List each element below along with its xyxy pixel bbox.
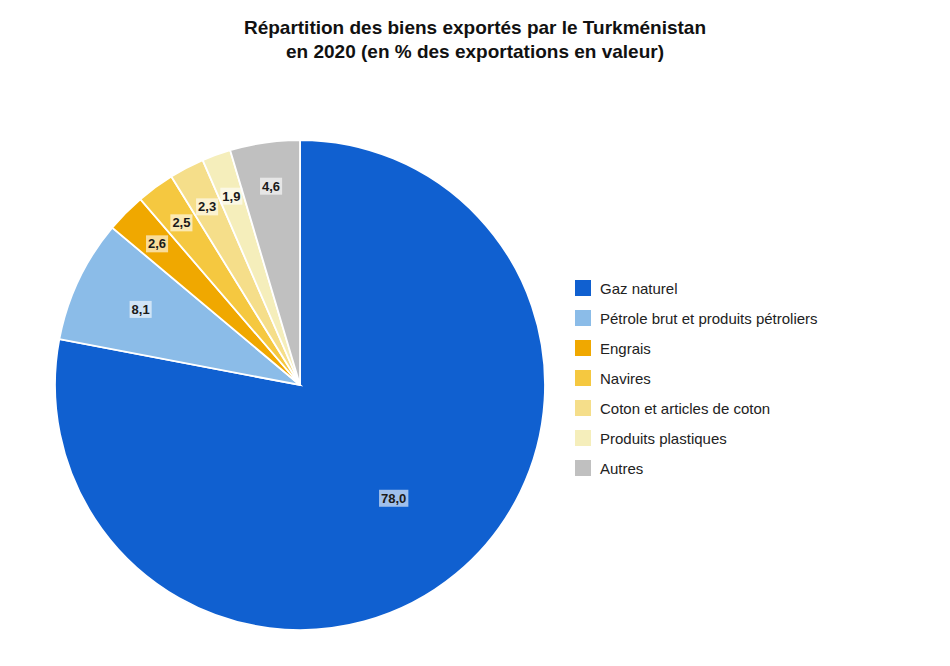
chart-root: Répartition des biens exportés par le Tu…	[0, 0, 950, 666]
data-label-group: 8,1	[130, 301, 152, 318]
legend-item: Coton et articles de coton	[575, 400, 770, 417]
data-label-background	[130, 301, 152, 318]
legend: Gaz naturel Pétrole brut et produits pétr…	[575, 280, 818, 477]
data-label-group: 1,9	[220, 188, 242, 205]
legend-swatch	[575, 430, 591, 446]
legend-label: Produits plastiques	[600, 430, 727, 447]
legend-label: Autres	[600, 460, 643, 477]
data-label-background	[220, 188, 242, 205]
pie	[55, 140, 545, 630]
data-labels: 78,0 8,1 2,6 2,5 2,3 1,9 4,6	[130, 178, 409, 507]
chart-title: Répartition des biens exportés par le Tu…	[244, 17, 706, 62]
data-label-background	[170, 214, 192, 231]
legend-label: Pétrole brut et produits pétroliers	[600, 310, 818, 327]
data-label: 78,0	[381, 491, 406, 506]
legend-label: Navires	[600, 370, 651, 387]
legend-label: Coton et articles de coton	[600, 400, 770, 417]
data-label-group: 78,0	[379, 490, 408, 507]
legend-label: Engrais	[600, 340, 651, 357]
data-label: 1,9	[222, 189, 240, 204]
data-label: 2,3	[198, 199, 216, 214]
legend-label: Gaz naturel	[600, 280, 678, 297]
data-label: 4,6	[262, 179, 280, 194]
data-label-group: 2,3	[196, 198, 218, 215]
data-label: 8,1	[132, 302, 150, 317]
legend-swatch	[575, 280, 591, 296]
pie-slice	[55, 140, 545, 630]
legend-item: Produits plastiques	[575, 430, 727, 447]
legend-swatch	[575, 340, 591, 356]
data-label-group: 2,5	[170, 214, 192, 231]
data-label-background	[196, 198, 218, 215]
legend-swatch	[575, 310, 591, 326]
data-label-group: 2,6	[146, 235, 168, 252]
legend-item: Engrais	[575, 340, 651, 357]
data-label: 2,5	[172, 215, 190, 230]
legend-swatch	[575, 460, 591, 476]
legend-item: Navires	[575, 370, 651, 387]
data-label-background	[146, 235, 168, 252]
legend-item: Autres	[575, 460, 643, 477]
legend-swatch	[575, 400, 591, 416]
data-label-group: 4,6	[260, 178, 282, 195]
legend-swatch	[575, 370, 591, 386]
data-label: 2,6	[148, 236, 166, 251]
data-label-background	[260, 178, 282, 195]
data-label-background	[379, 490, 408, 507]
legend-item: Pétrole brut et produits pétroliers	[575, 310, 818, 327]
pie-slice	[230, 140, 300, 385]
legend-item: Gaz naturel	[575, 280, 678, 297]
